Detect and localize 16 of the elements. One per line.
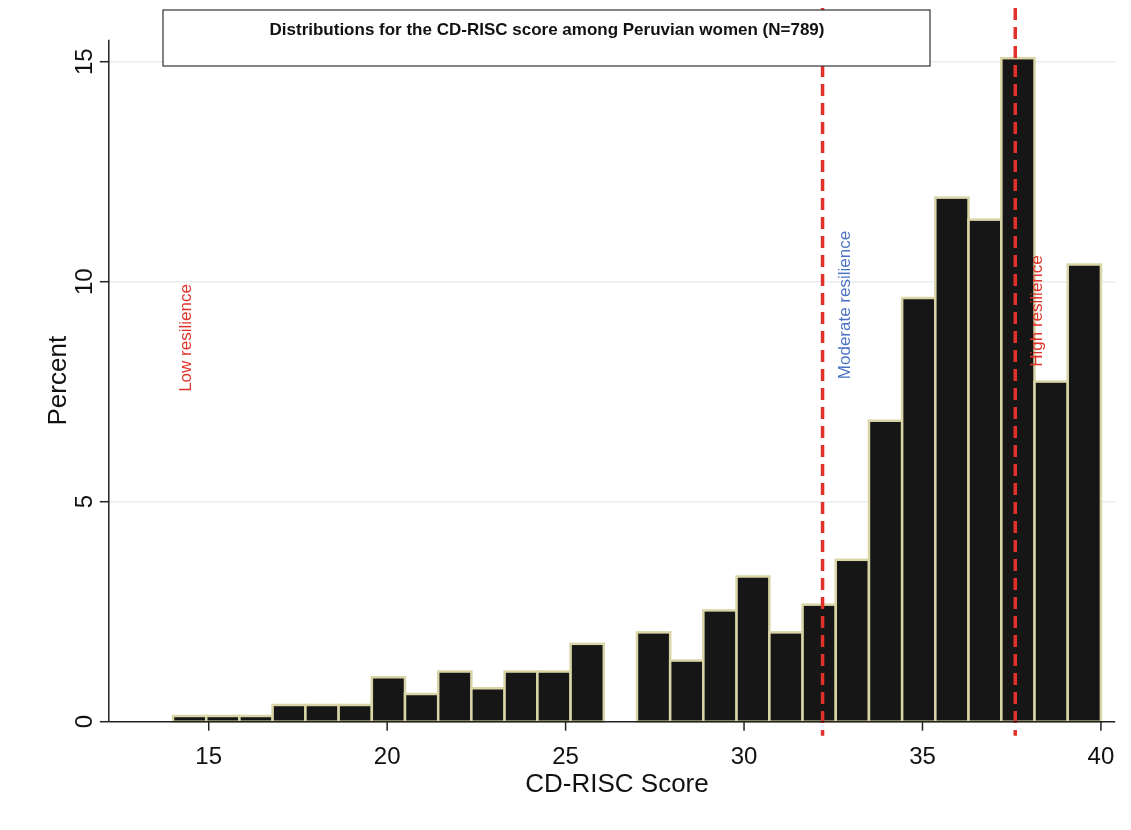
x-tick-label: 35 xyxy=(909,741,936,769)
annotation: Moderate resilience xyxy=(834,230,854,380)
x-tick-label: 40 xyxy=(1087,741,1115,769)
y-tick-label: 0 xyxy=(69,715,97,729)
x-tick-label: 20 xyxy=(373,741,401,769)
y-tick-label: 10 xyxy=(69,268,97,296)
x-tick-label: 15 xyxy=(195,741,223,769)
y-tick-label: 15 xyxy=(69,48,97,76)
annotation: High resilience xyxy=(1027,255,1047,367)
x-tick-label: 25 xyxy=(552,741,579,769)
x-axis-title: CD-RISC Score xyxy=(525,768,709,798)
chart-title: Distributions for the CD-RISC score among Peruvian women (N=789) xyxy=(269,20,825,39)
x-tick-label: 30 xyxy=(730,741,758,769)
annotation: Low resilience xyxy=(175,284,195,392)
y-tick-label: 5 xyxy=(69,495,97,509)
y-axis-title: Percent xyxy=(42,335,72,426)
